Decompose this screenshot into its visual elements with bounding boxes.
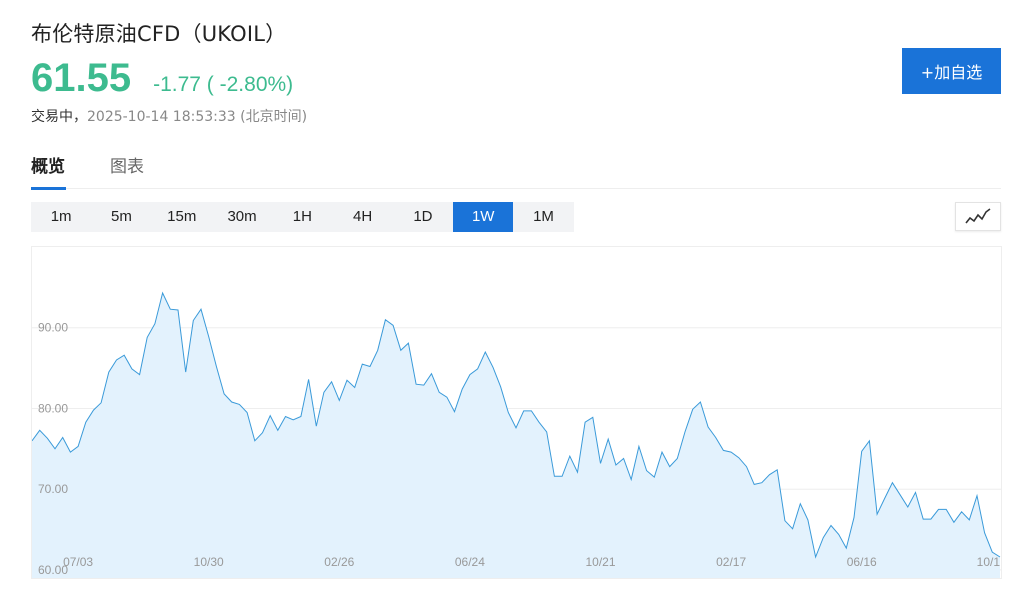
y-tick-label: 90.00 bbox=[38, 321, 68, 335]
instrument-title: 布伦特原油CFD（UKOIL） bbox=[31, 22, 287, 46]
x-tick-label: 02/26 bbox=[324, 555, 354, 569]
range-1m[interactable]: 1m bbox=[50, 208, 72, 225]
price-chart[interactable]: 60.00 70.00 80.00 90.00 07/03 10/30 02/26 06/24… bbox=[31, 246, 1002, 579]
last-price: 61.55 bbox=[31, 56, 132, 100]
x-tick-label: 07/03 bbox=[63, 555, 93, 569]
x-tick-label: 06/24 bbox=[455, 555, 485, 569]
range-1w[interactable]: 1W bbox=[453, 202, 514, 232]
price-area bbox=[32, 293, 1000, 578]
y-tick-label: 60.00 bbox=[38, 563, 68, 577]
x-tick-label: 06/16 bbox=[847, 555, 877, 569]
y-tick-label: 70.00 bbox=[38, 482, 68, 496]
chart-type-button[interactable] bbox=[955, 202, 1001, 231]
tab-overview[interactable]: 概览 bbox=[31, 152, 66, 190]
range-1mo[interactable]: 1M bbox=[533, 208, 554, 225]
quote-row: 61.55 -1.77 ( -2.80%) bbox=[31, 56, 293, 102]
x-tick-label: 10/30 bbox=[194, 555, 224, 569]
x-tick-label: 02/17 bbox=[716, 555, 746, 569]
line-chart-icon bbox=[965, 208, 991, 224]
price-line bbox=[32, 291, 1001, 559]
range-15m[interactable]: 15m bbox=[167, 208, 197, 225]
status-timestamp: 2025-10-14 18:53:33 (北京时间) bbox=[87, 109, 308, 125]
range-1h[interactable]: 1H bbox=[292, 208, 312, 225]
range-5m[interactable]: 5m bbox=[111, 208, 132, 225]
tab-chart[interactable]: 图表 bbox=[110, 157, 144, 177]
range-1d[interactable]: 1D bbox=[413, 208, 433, 225]
status-label: 交易中， bbox=[31, 109, 87, 125]
trading-status: 交易中，2025-10-14 18:53:33 (北京时间) bbox=[31, 106, 307, 126]
price-chart-svg: 60.00 70.00 80.00 90.00 07/03 10/30 02/26 06/24… bbox=[32, 291, 1001, 578]
range-4h[interactable]: 4H bbox=[353, 208, 373, 225]
x-tick-label: 10/1 bbox=[977, 555, 1001, 569]
x-tick-label: 10/21 bbox=[585, 555, 615, 569]
price-change: -1.77 ( -2.80%) bbox=[153, 73, 294, 96]
tab-bar: 概览 图表 bbox=[31, 152, 1001, 190]
time-range-selector: 1m 5m 15m 30m 1H 4H 1D 1W 1M bbox=[31, 202, 574, 232]
range-30m[interactable]: 30m bbox=[227, 208, 257, 225]
y-tick-label: 80.00 bbox=[38, 401, 68, 415]
add-to-watchlist-button[interactable]: +加自选 bbox=[902, 48, 1001, 94]
